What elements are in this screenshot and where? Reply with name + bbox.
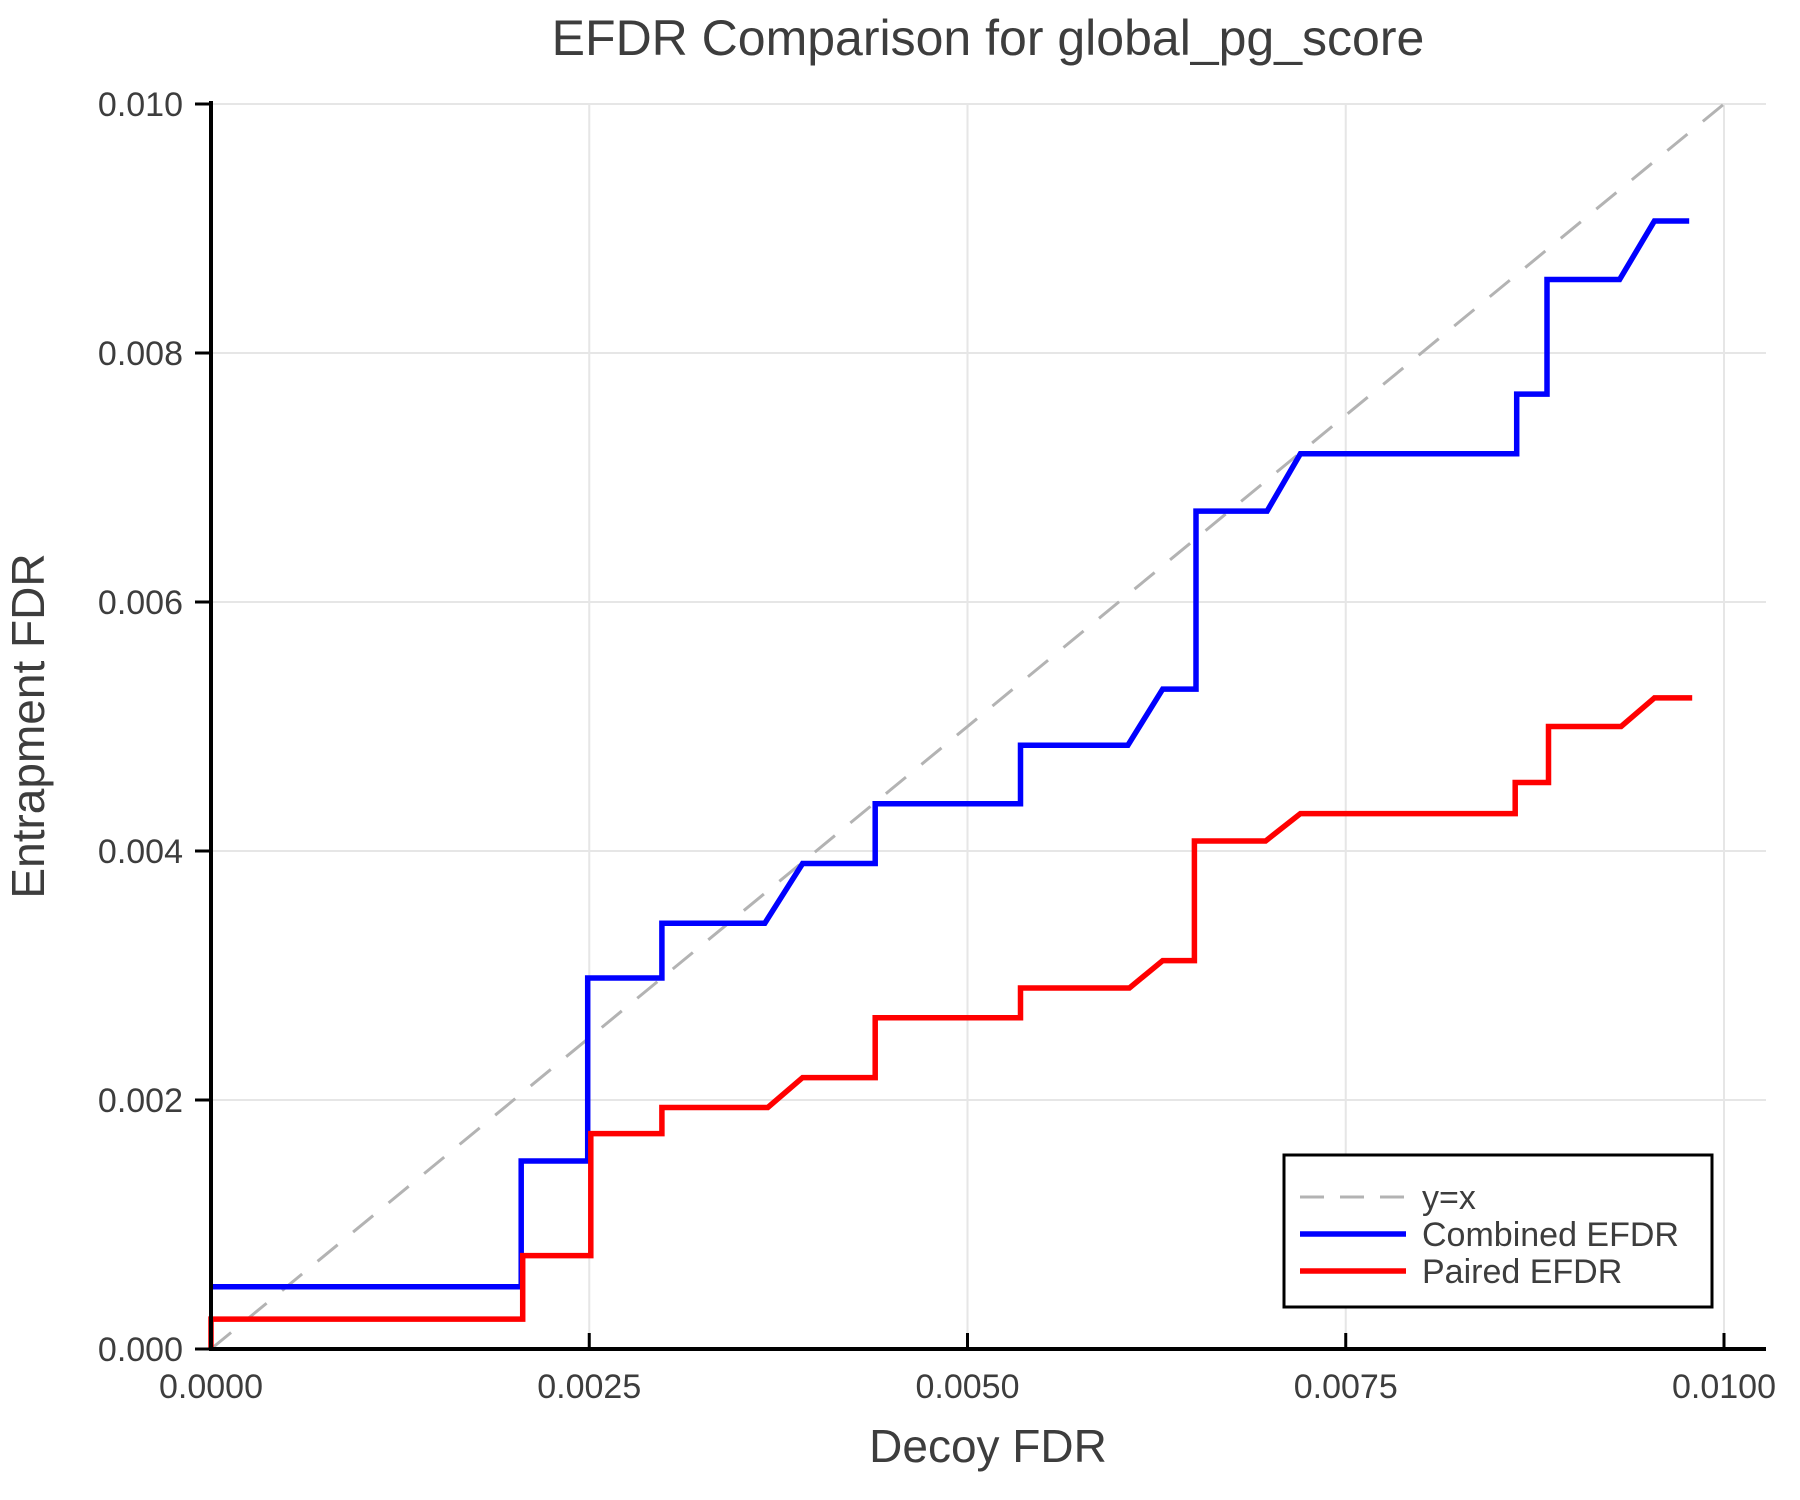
y-tick-label: 0.008 [98,335,183,373]
legend-label: Paired EFDR [1422,1253,1622,1291]
y-tick-label: 0.002 [98,1082,183,1120]
y-tick-label: 0.006 [98,584,183,622]
series-line-y-x [210,102,1725,1351]
chart-title: EFDR Comparison for global_pg_score [552,10,1425,66]
y-axis-label: Entrapment FDR [2,553,54,898]
tick-labels-layer: 0.0000 0.0025 0.0050 0.0075 0.0100 0.000 0.002… [98,86,1776,1406]
legend-box [1282,1153,1714,1309]
x-tick-label: 0.0100 [1672,1368,1776,1406]
gridlines-layer [211,103,1766,1349]
legend-label: y=x [1422,1179,1476,1217]
series-line-combined-efdr [211,218,1690,1290]
legend-label: Combined EFDR [1422,1216,1679,1254]
y-tick-label: 0.010 [98,86,183,124]
x-tick-label: 0.0075 [1294,1368,1398,1406]
y-tick-label: 0.000 [98,1331,183,1369]
series-line-paired-efdr [208,695,1693,1349]
x-tick-label: 0.0025 [537,1368,641,1406]
y-tick-label: 0.004 [98,833,183,871]
axes-layer [195,101,1766,1351]
x-tick-label: 0.0050 [916,1368,1020,1406]
x-axis-label: Decoy FDR [869,1420,1107,1472]
x-tick-label: 0.0000 [159,1368,263,1406]
series-layer [208,102,1725,1351]
